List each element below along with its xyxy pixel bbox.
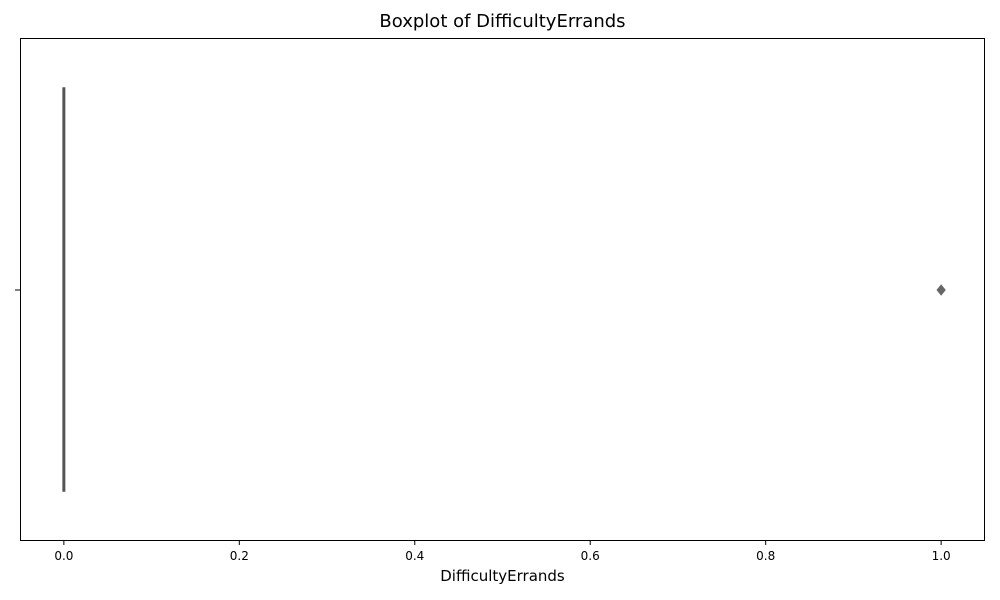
x-tick-label: 0.8: [756, 549, 775, 563]
plot-area-frame: [20, 38, 985, 541]
x-axis-ticks: 0.0 0.2 0.4 0.6 0.8 1.0: [54, 540, 951, 563]
x-axis-label: DifficultyErrands: [440, 567, 565, 585]
x-tick-label: 0.2: [230, 549, 249, 563]
box-group: [62, 87, 946, 492]
x-tick-label: 0.6: [581, 549, 600, 563]
x-tick-label: 1.0: [932, 549, 951, 563]
x-tick-label: 0.0: [54, 549, 73, 563]
x-tick-label: 0.4: [405, 549, 424, 563]
chart-title: Boxplot of DifficultyErrands: [379, 11, 626, 32]
outlier-point: [936, 284, 946, 296]
